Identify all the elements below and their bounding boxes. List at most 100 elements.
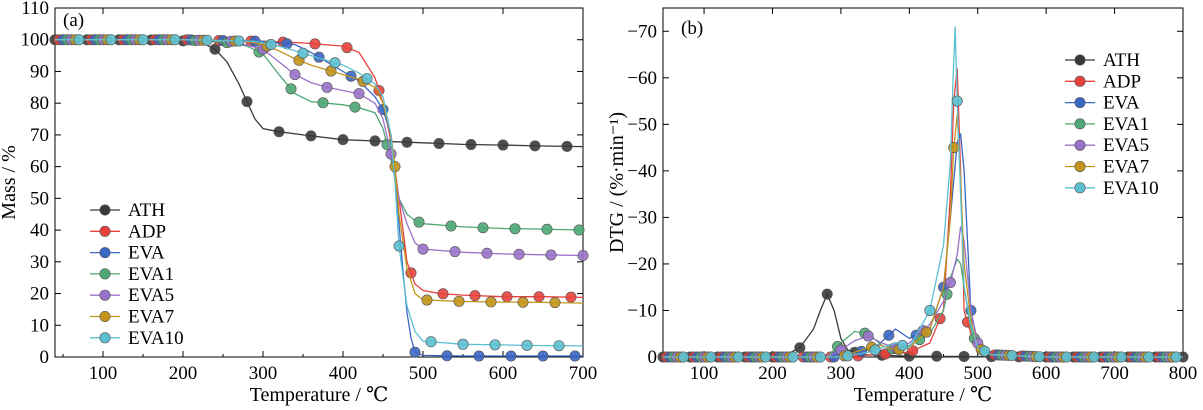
series-marker-adp — [469, 290, 481, 302]
series-marker-eva1 — [381, 138, 393, 150]
legend-label: EVA — [128, 243, 165, 264]
series-marker-eva10 — [760, 351, 772, 363]
series-marker-adp — [437, 288, 449, 300]
y-tick-label: 100 — [21, 30, 50, 51]
series-line-eva10 — [55, 39, 584, 347]
y-axis-label: Mass / % — [0, 145, 20, 219]
series-marker-eva10 — [137, 34, 149, 46]
x-tick-label: 400 — [329, 363, 358, 384]
series-marker-eva10 — [896, 339, 908, 351]
series-marker-eva5 — [289, 69, 301, 81]
series-marker-eva10 — [869, 344, 881, 356]
y-tick-label: 90 — [30, 61, 49, 82]
y-tick-label: 0 — [40, 347, 50, 368]
x-tick-label: 700 — [569, 363, 598, 384]
panel-label: (a) — [63, 10, 84, 31]
legend-marker — [99, 225, 111, 237]
series-marker-adp — [565, 291, 577, 303]
panel-label: (b) — [681, 18, 703, 39]
x-tick-label: 500 — [409, 363, 438, 384]
series-marker-ath — [241, 96, 253, 108]
series-marker-eva10 — [1143, 351, 1155, 363]
series-marker-ath — [337, 134, 349, 146]
legend-label: ADP — [128, 221, 166, 242]
x-tick-label: 200 — [758, 363, 787, 384]
series-marker-eva5 — [577, 249, 589, 261]
panel-b-dtg-chart: 100 200 300 400 500 600 700 800 0 −10 −20 −30 −40 −50… — [606, 7, 1198, 406]
series-marker-eva7 — [453, 295, 465, 307]
legend-marker — [99, 268, 111, 280]
series-marker-eva10 — [1061, 351, 1073, 363]
x-tick-label: 600 — [1032, 363, 1061, 384]
x-tick-label: 700 — [1100, 363, 1129, 384]
series-marker-eva10 — [979, 345, 991, 357]
series-marker-eva7 — [920, 326, 932, 338]
series-marker-eva10 — [393, 240, 405, 252]
series-marker-eva10 — [73, 34, 85, 46]
legend-label: EVA1 — [128, 264, 174, 285]
series-marker-eva5 — [481, 247, 493, 259]
series-marker-eva — [473, 350, 485, 362]
series-marker-eva10 — [705, 351, 717, 363]
series-marker-eva5 — [417, 243, 429, 255]
y-tick-label: 40 — [30, 220, 49, 241]
series-marker-eva5 — [545, 249, 557, 261]
legend-marker — [99, 332, 111, 344]
series-marker-eva7 — [517, 296, 529, 308]
series-marker-ath — [369, 135, 381, 147]
series-marker-eva10 — [425, 336, 437, 348]
series-marker-ath — [561, 140, 573, 152]
legend-label: EVA5 — [128, 285, 174, 306]
series-marker-eva7 — [421, 294, 433, 306]
legend-label: EVA5 — [1103, 135, 1149, 156]
legend-marker — [1074, 118, 1086, 130]
x-tick-label: 800 — [1169, 363, 1198, 384]
y-tick-label: 60 — [30, 157, 49, 178]
y-tick-label: 30 — [30, 252, 49, 273]
series-marker-eva10 — [1170, 351, 1182, 363]
series-marker-eva — [569, 350, 581, 362]
legend-label: EVA7 — [1103, 157, 1149, 178]
series-marker-eva10 — [105, 34, 117, 46]
y-tick-label: −30 — [627, 207, 657, 228]
series-marker-eva7 — [549, 297, 561, 309]
series-marker-eva10 — [842, 350, 854, 362]
series-marker-eva5 — [862, 330, 874, 342]
series-marker-eva1 — [509, 223, 521, 235]
x-tick-label: 300 — [249, 363, 278, 384]
series-marker-ath — [958, 350, 970, 362]
x-tick-label: 500 — [963, 363, 992, 384]
series-marker-eva10 — [1033, 351, 1045, 363]
series-marker-eva5 — [513, 248, 525, 260]
series-marker-eva10 — [678, 351, 690, 363]
y-tick-label: 20 — [30, 284, 49, 305]
legend-marker — [1074, 97, 1086, 109]
plot-frame — [54, 7, 584, 358]
series-line-eva10 — [663, 26, 1183, 358]
y-tick-label: −70 — [627, 21, 657, 42]
legend-label: EVA10 — [128, 328, 184, 349]
series-marker-eva10 — [787, 351, 799, 363]
legend-marker — [1074, 182, 1086, 194]
series-marker-eva10 — [924, 304, 936, 316]
series-marker-ath — [931, 350, 943, 362]
series-marker-adp — [405, 267, 417, 279]
series-marker-eva7 — [485, 296, 497, 308]
legend-marker — [1074, 139, 1086, 151]
y-tick-label: 110 — [21, 0, 49, 19]
series-marker-ath — [273, 126, 285, 138]
series-marker-ath — [401, 136, 413, 148]
series-marker-ath — [465, 139, 477, 151]
series-marker-eva1 — [573, 224, 585, 236]
series-marker-eva10 — [329, 57, 341, 69]
series-marker-eva10 — [1115, 351, 1127, 363]
y-tick-label: −50 — [627, 114, 657, 135]
series-marker-eva5 — [321, 81, 333, 93]
series-marker-eva10 — [553, 340, 565, 352]
series-marker-eva10 — [732, 351, 744, 363]
x-tick-label: 200 — [169, 363, 198, 384]
legend-label: ATH — [1103, 50, 1140, 71]
legend-marker — [1074, 75, 1086, 87]
series-marker-eva10 — [1088, 351, 1100, 363]
